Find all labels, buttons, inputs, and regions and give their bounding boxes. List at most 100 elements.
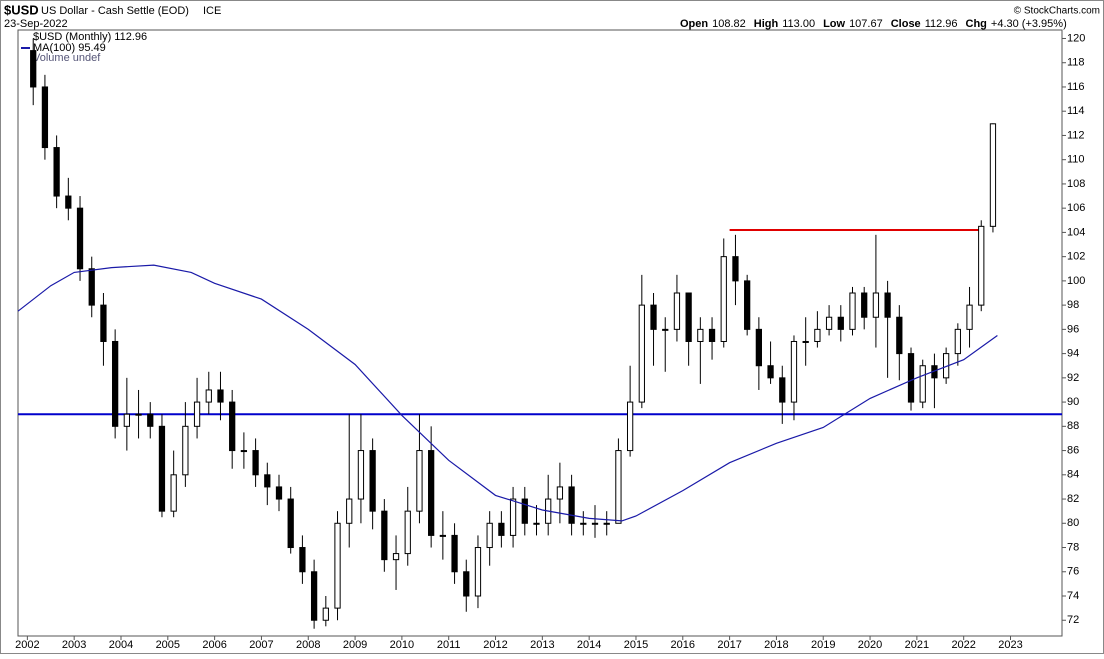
candle-body: [638, 304, 645, 403]
candle-body: [533, 522, 540, 525]
candle-body: [708, 328, 716, 342]
x-tick-label: 2020: [858, 639, 882, 651]
y-tick-label: 94: [1067, 348, 1079, 360]
quote-label: Low: [823, 18, 845, 30]
x-tick-label: 2003: [62, 639, 86, 651]
y-tick-label: 118: [1067, 57, 1085, 69]
candle-body: [287, 498, 294, 549]
x-tick-label: 2011: [437, 639, 461, 651]
y-tick-label: 86: [1067, 444, 1079, 456]
candle-body: [720, 256, 727, 342]
candle-body: [229, 401, 236, 452]
quote-label: Chg: [966, 18, 987, 30]
instrument-name: US Dollar - Cash Settle (EOD): [41, 5, 189, 17]
candle-body: [849, 292, 856, 330]
candle-body: [802, 340, 809, 343]
moving-average: [17, 264, 998, 522]
legend-price: $USD (Monthly) 112.96: [33, 31, 147, 43]
x-tick-label: 2009: [343, 639, 367, 651]
candle-body: [147, 413, 154, 427]
quote-label: High: [754, 18, 779, 30]
candle-body: [53, 147, 60, 197]
quote-label: Open: [680, 18, 708, 30]
y-tick-label: 102: [1067, 251, 1085, 263]
candle-body: [872, 292, 880, 318]
candle-body: [568, 486, 575, 524]
candle-body: [521, 498, 528, 524]
candle-body: [135, 413, 142, 416]
x-tick-label: 2012: [483, 639, 507, 651]
candle-body: [404, 510, 411, 555]
candle-body: [814, 328, 821, 342]
y-tick-label: 98: [1067, 299, 1079, 311]
x-tick-label: 2007: [249, 639, 273, 651]
candle-body: [978, 225, 985, 306]
y-tick-label: 116: [1067, 81, 1085, 93]
x-tick-label: 2015: [624, 639, 648, 651]
candle-body: [369, 450, 376, 512]
candle-body: [673, 292, 681, 330]
candle-body: [205, 389, 212, 403]
y-tick-label: 104: [1067, 226, 1085, 238]
y-tick-label: 74: [1067, 590, 1079, 602]
candle-body: [744, 280, 751, 330]
y-tick-label: 84: [1067, 469, 1079, 481]
y-tick-label: 90: [1067, 396, 1079, 408]
candle-body: [65, 195, 72, 209]
candle-body: [697, 328, 704, 342]
candle-body: [896, 316, 903, 355]
candle-body: [41, 86, 49, 149]
x-tick-label: 2005: [156, 639, 180, 651]
candle-body: [790, 340, 798, 403]
candle-body: [626, 401, 634, 452]
x-tick-label: 2022: [951, 639, 975, 651]
candle-body: [217, 389, 224, 403]
quote-label: Close: [891, 18, 921, 30]
y-tick-label: 92: [1067, 372, 1079, 384]
candle-body: [439, 534, 446, 537]
candle-body: [474, 547, 482, 597]
candle-body: [100, 304, 107, 342]
y-tick-label: 80: [1067, 517, 1079, 529]
candle-body: [662, 328, 669, 331]
y-tick-label: 108: [1067, 178, 1085, 190]
candle-body: [954, 328, 961, 355]
candle-body: [299, 547, 306, 573]
candle-body: [603, 522, 610, 525]
candle-body: [357, 450, 365, 500]
candle-body: [767, 365, 774, 379]
candle-body: [158, 425, 166, 512]
x-tick-label: 2019: [811, 639, 835, 651]
candle-body: [650, 304, 657, 330]
candle-body: [509, 498, 517, 536]
y-tick-label: 96: [1067, 323, 1079, 335]
quote-value: 107.67: [849, 18, 883, 30]
x-tick-label: 2021: [905, 639, 929, 651]
candle-body: [498, 522, 505, 536]
y-tick-label: 100: [1067, 275, 1085, 287]
candle-body: [322, 607, 329, 621]
y-tick-label: 82: [1067, 493, 1079, 505]
quote-value: 108.82: [712, 18, 746, 30]
candle-body: [779, 377, 786, 403]
candle-body: [252, 450, 259, 476]
y-tick-label: 76: [1067, 566, 1079, 578]
y-tick-label: 114: [1067, 105, 1085, 117]
x-tick-label: 2013: [530, 639, 554, 651]
x-tick-label: 2004: [109, 639, 133, 651]
x-tick-label: 2016: [671, 639, 695, 651]
y-tick-label: 88: [1067, 420, 1079, 432]
y-tick-label: 120: [1067, 32, 1085, 44]
date: 23-Sep-2022: [4, 18, 68, 30]
candle-body: [755, 328, 762, 367]
candle-body: [837, 316, 844, 330]
candle-body: [825, 316, 833, 330]
candle-body: [346, 498, 353, 524]
candle-body: [591, 522, 599, 525]
candle-body: [861, 292, 868, 318]
candle-body: [486, 522, 493, 549]
symbol: $USD: [4, 2, 39, 17]
quote-value: 113.00: [782, 18, 815, 30]
x-tick-label: 2023: [998, 639, 1022, 651]
